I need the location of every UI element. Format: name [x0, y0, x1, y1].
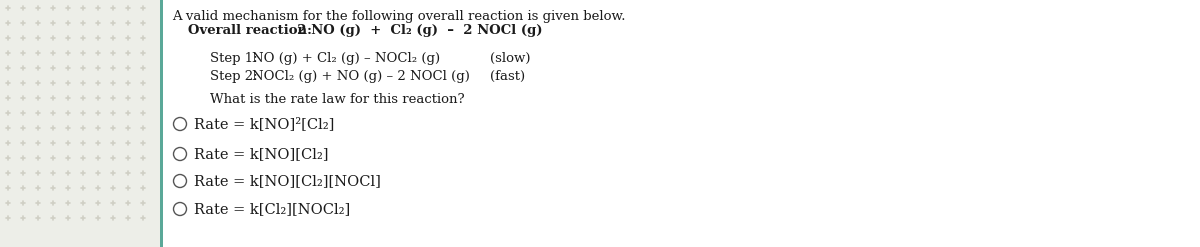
Text: NO (g) + Cl₂ (g) – NOCl₂ (g): NO (g) + Cl₂ (g) – NOCl₂ (g)	[252, 52, 440, 65]
Circle shape	[174, 118, 186, 130]
Text: What is the rate law for this reaction?: What is the rate law for this reaction?	[210, 93, 464, 106]
Text: A valid mechanism for the following overall reaction is given below.: A valid mechanism for the following over…	[172, 10, 625, 23]
Circle shape	[174, 147, 186, 161]
Text: 2 NO (g)  +  Cl₂ (g)  –  2 NOCl (g): 2 NO (g) + Cl₂ (g) – 2 NOCl (g)	[288, 24, 542, 37]
Text: Overall reaction:: Overall reaction:	[188, 24, 312, 37]
Text: Rate = k[NO][Cl₂][NOCl]: Rate = k[NO][Cl₂][NOCl]	[194, 174, 380, 188]
Text: Step 1:: Step 1:	[210, 52, 258, 65]
Text: (fast): (fast)	[490, 70, 526, 83]
Text: Rate = k[Cl₂][NOCl₂]: Rate = k[Cl₂][NOCl₂]	[194, 202, 350, 216]
Text: NOCl₂ (g) + NO (g) – 2 NOCl (g): NOCl₂ (g) + NO (g) – 2 NOCl (g)	[252, 70, 470, 83]
FancyBboxPatch shape	[163, 0, 1200, 247]
Circle shape	[174, 174, 186, 187]
Text: Step 2:: Step 2:	[210, 70, 258, 83]
Circle shape	[174, 203, 186, 215]
Text: Rate = k[NO][Cl₂]: Rate = k[NO][Cl₂]	[194, 147, 329, 161]
Text: (slow): (slow)	[490, 52, 530, 65]
Text: Rate = k[NO]²[Cl₂]: Rate = k[NO]²[Cl₂]	[194, 117, 335, 131]
FancyBboxPatch shape	[160, 0, 163, 247]
